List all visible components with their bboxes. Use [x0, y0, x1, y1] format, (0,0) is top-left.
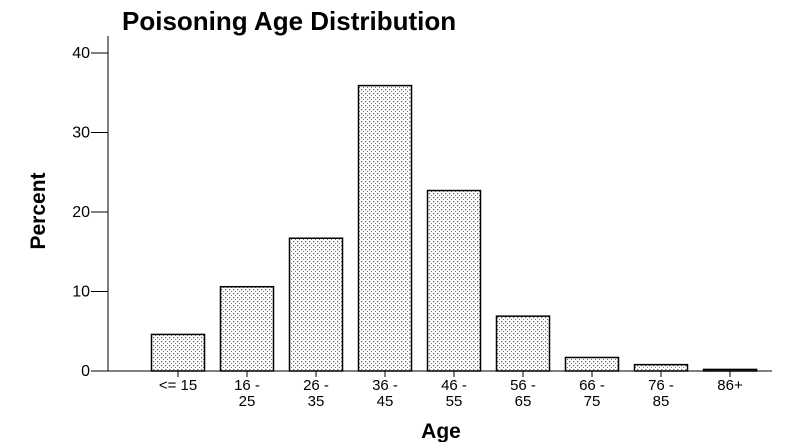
bar: [219, 285, 275, 372]
y-tick-label: 20: [72, 204, 90, 221]
bar: [426, 189, 482, 372]
bar: [357, 84, 413, 372]
x-tick-label: 55: [446, 393, 463, 410]
x-tick-label: 16 -: [234, 377, 260, 394]
x-tick-label: 75: [584, 393, 601, 410]
x-tick-label: <= 15: [159, 377, 197, 394]
y-tick-label: 30: [72, 125, 90, 142]
y-axis-label: Percent: [27, 172, 50, 249]
bar: [495, 315, 551, 372]
x-tick-label: 56 -: [510, 377, 536, 394]
bar: [633, 363, 689, 372]
x-tick-label: 36 -: [372, 377, 398, 394]
y-tick-label: 40: [72, 45, 90, 62]
x-tick-label: 85: [653, 393, 670, 410]
bar: [702, 368, 758, 372]
y-tick-label: 0: [81, 363, 90, 380]
x-tick-label: 65: [515, 393, 532, 410]
y-ticks: 0 10 20 30 40: [72, 45, 108, 380]
x-tick-label: 25: [239, 393, 256, 410]
bar: [564, 356, 620, 372]
chart-title: Poisoning Age Distribution: [122, 6, 456, 36]
x-tick-label: 26 -: [303, 377, 329, 394]
bar: [288, 237, 344, 372]
x-tick-label: 35: [308, 393, 325, 410]
x-tick-label: 45: [377, 393, 394, 410]
x-tick-label: 46 -: [441, 377, 467, 394]
bar: [150, 333, 206, 372]
y-tick-label: 10: [72, 284, 90, 301]
bars: [150, 84, 758, 372]
x-axis-label: Age: [421, 420, 461, 442]
x-tick-label: 66 -: [579, 377, 605, 394]
x-tick-label: 76 -: [648, 377, 674, 394]
x-tick-label: 86+: [717, 377, 743, 394]
